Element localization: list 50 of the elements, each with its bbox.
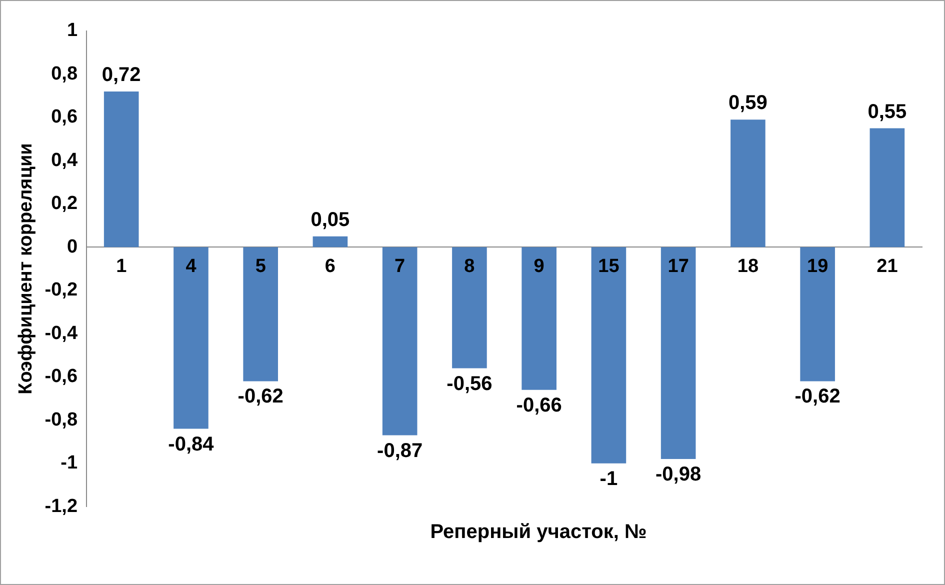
- data-label: 0,72: [102, 64, 141, 86]
- y-tick-label: 0,6: [51, 106, 78, 128]
- y-axis-title: Коэффициент корреляции: [16, 143, 37, 394]
- data-label: -0,87: [377, 440, 423, 462]
- data-label: 0,05: [310, 208, 350, 231]
- data-label: 0,55: [868, 100, 907, 123]
- bar: [660, 247, 696, 460]
- x-tick-label: 17: [668, 256, 689, 277]
- bar: [104, 92, 139, 248]
- y-tick-label: 0,4: [51, 150, 78, 171]
- y-tick-label: 0,2: [51, 193, 78, 214]
- x-tick-label: 19: [806, 256, 828, 277]
- data-label: -0,62: [794, 386, 840, 408]
- data-label: -0,62: [238, 386, 284, 408]
- x-tick-label: 8: [464, 256, 475, 277]
- x-tick-label: 6: [324, 256, 336, 277]
- x-tick-label: 7: [394, 256, 406, 277]
- bar: [730, 120, 766, 248]
- x-axis-title: Реперный участок, №: [429, 521, 648, 544]
- bar: [800, 247, 835, 382]
- y-tick-label: 0: [66, 236, 78, 258]
- y-tick-label: -0,4: [44, 322, 78, 344]
- bar: [382, 247, 418, 436]
- bar: [522, 247, 556, 390]
- x-tick-label: 21: [876, 256, 898, 277]
- data-label: -0,56: [446, 372, 492, 395]
- y-tick-label: -0,8: [44, 409, 78, 430]
- bar: [870, 128, 905, 248]
- y-tick-label: -0,2: [44, 280, 78, 301]
- data-label: -0,66: [516, 394, 562, 416]
- x-tick-label: 4: [186, 256, 197, 277]
- bar: [591, 247, 626, 464]
- y-tick-label: -1,2: [44, 496, 78, 517]
- bar: [312, 236, 348, 248]
- x-tick-label: 9: [534, 256, 544, 277]
- data-label: 0,59: [728, 92, 768, 114]
- x-tick-label: 18: [737, 256, 759, 277]
- data-label: -1: [600, 468, 618, 490]
- y-tick-label: -1: [60, 452, 78, 474]
- bar: [174, 247, 208, 429]
- y-tick-label: 0,8: [51, 63, 78, 84]
- data-label: -0,98: [656, 464, 702, 486]
- x-tick-label: 5: [255, 256, 266, 277]
- bar: [243, 247, 278, 382]
- bar: [452, 247, 487, 368]
- x-tick-label: 1: [116, 256, 128, 277]
- y-tick-label: 1: [66, 20, 78, 42]
- x-tick-label: 15: [598, 256, 620, 277]
- data-label: -0,84: [168, 433, 215, 456]
- y-tick-label: -0,6: [44, 366, 78, 388]
